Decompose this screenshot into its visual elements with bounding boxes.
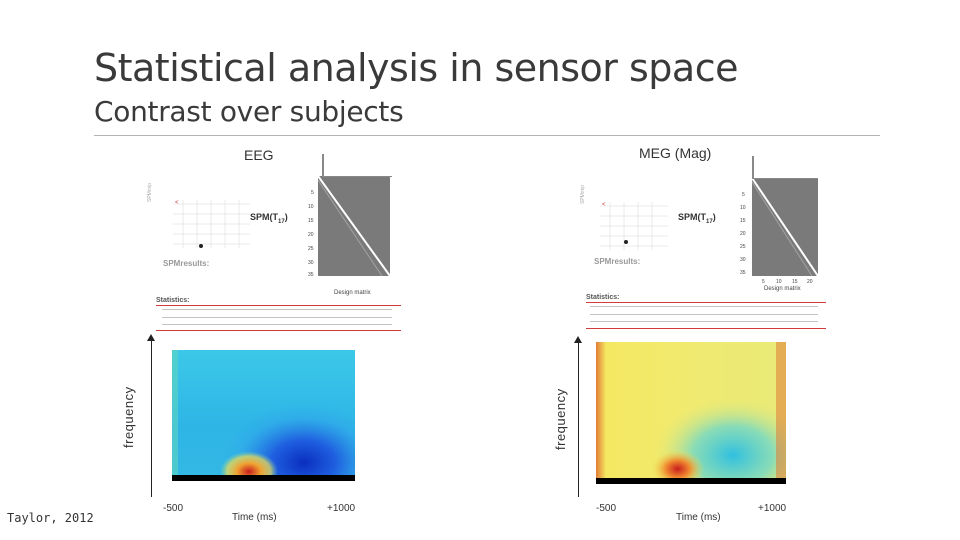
title-divider bbox=[94, 135, 880, 136]
eeg-yaxis-line bbox=[151, 337, 152, 497]
citation-credit: Taylor, 2012 bbox=[7, 511, 94, 525]
eeg-dm-tick: 20 bbox=[308, 232, 314, 238]
eeg-spm-stat-label: SPM(T17) bbox=[250, 212, 288, 225]
eeg-x-start: -500 bbox=[163, 503, 184, 514]
meg-dm-tick: 15 bbox=[740, 218, 746, 224]
meg-x-start: -500 bbox=[596, 503, 617, 514]
meg-time-frequency-map bbox=[596, 342, 786, 480]
eeg-yaxis-arrow bbox=[147, 334, 155, 341]
eeg-yaxis-label: frequency bbox=[121, 386, 136, 448]
meg-statistics-label: Statistics: bbox=[586, 294, 620, 301]
meg-yaxis-label: frequency bbox=[553, 388, 568, 450]
meg-dm-tick: 30 bbox=[740, 257, 746, 263]
meg-dm-xtick: 15 bbox=[792, 279, 798, 285]
meg-design-matrix bbox=[752, 178, 818, 276]
meg-heatmap-baseline bbox=[596, 478, 786, 484]
meg-spm-scalp-map: SPMmip < bbox=[580, 185, 668, 250]
meg-yaxis-line bbox=[578, 340, 579, 497]
meg-dm-tick: 35 bbox=[740, 270, 746, 276]
meg-x-label: Time (ms) bbox=[676, 512, 721, 523]
meg-spm-stat-label: SPM(T17) bbox=[678, 212, 716, 225]
meg-design-matrix-label: Design matrix bbox=[764, 286, 801, 292]
eeg-spm-scalp-map: SPMmip < bbox=[147, 183, 250, 248]
slide-title: Statistical analysis in sensor space bbox=[94, 46, 738, 90]
eeg-time-frequency-map bbox=[172, 350, 355, 478]
eeg-dm-tick: 25 bbox=[308, 246, 314, 252]
eeg-dm-tick: 30 bbox=[308, 260, 314, 266]
svg-text:<: < bbox=[175, 200, 179, 206]
eeg-x-end: +1000 bbox=[327, 503, 356, 514]
meg-spm-glass-view: SPMmip < bbox=[578, 180, 748, 285]
eeg-stats-rule-bottom bbox=[156, 330, 401, 331]
slide-subtitle: Contrast over subjects bbox=[94, 95, 404, 128]
eeg-design-matrix bbox=[318, 176, 390, 276]
meg-dm-xtick: 5 bbox=[762, 279, 765, 285]
eeg-dm-tick: 10 bbox=[308, 204, 314, 210]
meg-dm-xtick: 20 bbox=[807, 279, 813, 285]
eeg-dm-tick: 5 bbox=[311, 190, 314, 196]
eeg-panel-label: EEG bbox=[244, 147, 274, 163]
eeg-statistics-label: Statistics: bbox=[156, 297, 190, 304]
meg-dm-tick: 10 bbox=[740, 205, 746, 211]
eeg-dm-tick: 35 bbox=[308, 272, 314, 278]
eeg-dm-tick: 15 bbox=[308, 218, 314, 224]
meg-stats-rule-bottom bbox=[586, 328, 826, 329]
meg-panel-label: MEG (Mag) bbox=[639, 145, 712, 161]
eeg-stats-rule bbox=[156, 305, 401, 306]
eeg-x-label: Time (ms) bbox=[232, 512, 277, 523]
svg-text:<: < bbox=[602, 202, 606, 208]
meg-yaxis-arrow bbox=[574, 336, 582, 343]
eeg-heatmap-baseline bbox=[172, 475, 355, 481]
meg-dm-tick: 20 bbox=[740, 231, 746, 237]
meg-stats-rule bbox=[586, 302, 826, 303]
eeg-stats-table bbox=[160, 307, 400, 329]
eeg-spm-results-label: SPMresults: bbox=[163, 259, 210, 268]
meg-stats-table bbox=[588, 304, 824, 326]
meg-spm-results-label: SPMresults: bbox=[594, 257, 641, 266]
meg-dm-xtick: 10 bbox=[776, 279, 782, 285]
meg-tf-heatmap-svg bbox=[596, 342, 786, 480]
eeg-tf-heatmap-svg bbox=[172, 350, 355, 478]
meg-x-end: +1000 bbox=[758, 503, 787, 514]
eeg-spm-glass-view: SPMmip < bbox=[145, 178, 315, 288]
svg-text:SPMmip: SPMmip bbox=[147, 183, 153, 202]
meg-dm-tick: 25 bbox=[740, 244, 746, 250]
eeg-contrast-bar bbox=[322, 154, 392, 177]
meg-contrast-bar bbox=[752, 156, 818, 179]
svg-text:SPMmip: SPMmip bbox=[580, 185, 586, 204]
meg-dm-tick: 5 bbox=[742, 192, 745, 198]
eeg-design-matrix-label: Design matrix bbox=[334, 290, 371, 296]
